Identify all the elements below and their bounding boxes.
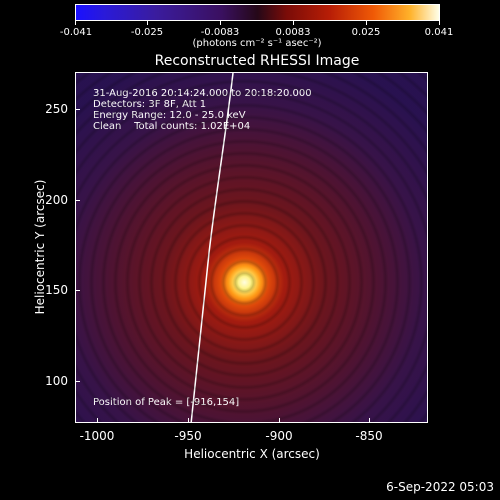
colorbar-tick-label: 0.0083 <box>275 27 311 38</box>
x-tick-label: -1000 <box>79 429 115 443</box>
colorbar-tick <box>293 21 294 25</box>
rhessi-image: 31-Aug-2016 20:14:24.000 to 20:18:20.000… <box>75 72 428 423</box>
colorbar-tick-label: -0.0083 <box>200 27 240 38</box>
x-tick-label: -950 <box>174 429 202 443</box>
info-line-energy: Energy Range: 12.0 - 25.0 keV <box>93 110 246 121</box>
colorbar-tick-label: 0.025 <box>351 27 381 38</box>
y-axis-title: Heliocentric Y (arcsec) <box>33 179 47 315</box>
y-tick <box>75 200 80 201</box>
colorbar-tick <box>439 21 440 25</box>
info-line-time: 31-Aug-2016 20:14:24.000 to 20:18:20.000 <box>93 88 312 99</box>
colorbar-tick <box>147 21 148 25</box>
x-tick-label: -900 <box>265 429 293 443</box>
colorbar-tick-label: 0.041 <box>424 27 454 38</box>
x-tick-label: -850 <box>355 429 383 443</box>
colorbar <box>75 4 440 21</box>
image-title: Reconstructed RHESSI Image <box>154 53 360 69</box>
generation-date: 6-Sep-2022 05:03 <box>386 480 494 494</box>
colorbar-tick <box>366 21 367 25</box>
x-tick <box>188 418 189 423</box>
y-tick-label: 200 <box>45 193 68 207</box>
colorbar-tick <box>220 21 221 25</box>
x-tick <box>369 418 370 423</box>
x-tick <box>279 418 280 423</box>
colorbar-tick-label: -0.025 <box>130 27 164 38</box>
solar-limb-curve <box>190 73 234 422</box>
info-line-detectors: Detectors: 3F 8F, Att 1 <box>93 99 207 110</box>
colorbar-tick-label: -0.041 <box>59 27 93 38</box>
y-tick-label: 100 <box>45 374 68 388</box>
info-line-counts: Clean Total counts: 1.02E+04 <box>93 121 251 132</box>
y-tick <box>75 381 80 382</box>
colorbar-tick <box>75 21 76 25</box>
peak-position-label: Position of Peak = [-916,154] <box>93 397 240 408</box>
x-tick <box>97 418 98 423</box>
y-tick-label: 250 <box>45 102 68 116</box>
y-tick-label: 150 <box>45 283 68 297</box>
colorbar-unit-label: (photons cm⁻² s⁻¹ asec⁻²) <box>192 38 322 49</box>
y-tick <box>75 109 80 110</box>
x-axis-title: Heliocentric X (arcsec) <box>184 447 320 461</box>
y-tick <box>75 290 80 291</box>
